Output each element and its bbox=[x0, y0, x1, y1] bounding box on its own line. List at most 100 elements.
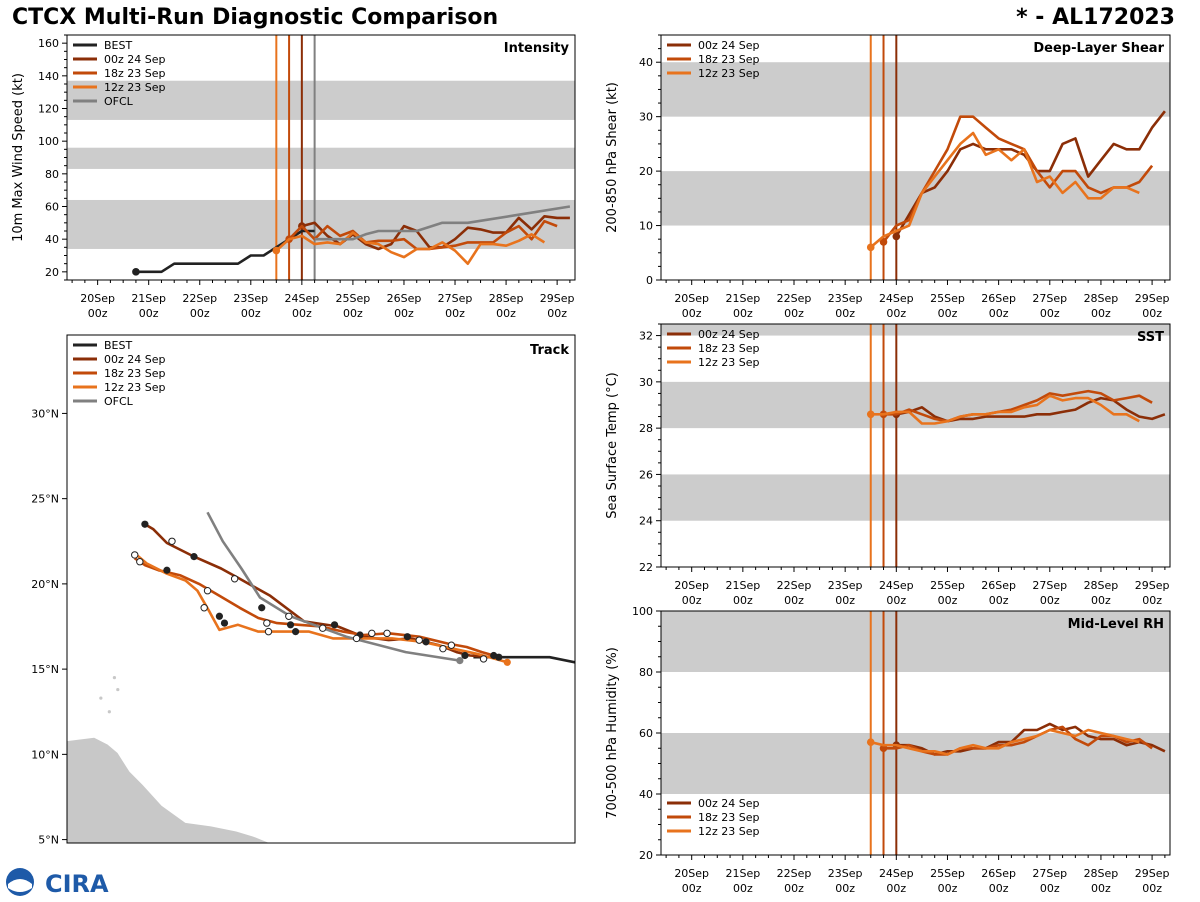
legend-label-run_00z24: 00z 24 Sep bbox=[698, 328, 760, 341]
intensity-ytick-label-40: 40 bbox=[45, 233, 59, 246]
track-point-run_00z24 bbox=[403, 633, 411, 641]
island-5 bbox=[73, 766, 78, 770]
intensity-xtick-hour-4: 00z bbox=[292, 307, 312, 320]
intensity-xtick-date-3: 23Sep bbox=[233, 292, 268, 305]
track-point-run_18z23 bbox=[163, 566, 171, 574]
shear-xtick-hour-5: 00z bbox=[938, 307, 958, 320]
sst-ytick-label-32: 32 bbox=[639, 330, 653, 343]
legend-label-run_12z23: 12z 23 Sep bbox=[698, 67, 760, 80]
rh-series-run_18z23 bbox=[883, 725, 1153, 756]
track-open-point-run_12z23 bbox=[200, 604, 208, 612]
intensity-title: Intensity bbox=[504, 41, 570, 56]
sst-xtick-date-2: 22Sep bbox=[777, 579, 812, 592]
track-open-point-run_18z23 bbox=[131, 551, 139, 559]
rh-ylabel: 700-500 hPa Humidity (%) bbox=[605, 647, 620, 819]
intensity-ylabel: 10m Max Wind Speed (kt) bbox=[11, 73, 26, 242]
sst-xtick-hour-3: 00z bbox=[835, 594, 855, 607]
rh-ytick-label-40: 40 bbox=[639, 788, 653, 801]
intensity-xtick-date-5: 25Sep bbox=[336, 292, 371, 305]
legend-label-run_00z24: 00z 24 Sep bbox=[698, 797, 760, 810]
sst-xtick-date-0: 20Sep bbox=[674, 579, 709, 592]
intensity-xtick-date-0: 20Sep bbox=[80, 292, 115, 305]
intensity-ytick-label-80: 80 bbox=[45, 168, 59, 181]
track-open-point-run_00z24 bbox=[230, 575, 239, 583]
sst-band-0 bbox=[661, 474, 1170, 521]
sst-xtick-date-5: 25Sep bbox=[930, 579, 965, 592]
island-0 bbox=[99, 696, 103, 700]
track-point-run_12z23 bbox=[503, 658, 511, 666]
shear-xtick-hour-8: 00z bbox=[1091, 307, 1111, 320]
shear-xtick-date-9: 29Sep bbox=[1135, 292, 1170, 305]
legend-label-run_18z23: 18z 23 Sep bbox=[698, 811, 760, 824]
legend-label-run_18z23: 18z 23 Sep bbox=[698, 342, 760, 355]
rh-xtick-hour-0: 00z bbox=[682, 882, 702, 895]
shear-xtick-hour-1: 00z bbox=[733, 307, 753, 320]
rh-xtick-hour-1: 00z bbox=[733, 882, 753, 895]
shear-start-point-run_18z23 bbox=[879, 238, 888, 246]
track-point-run_18z23 bbox=[422, 638, 430, 646]
sst-series-run_18z23 bbox=[883, 389, 1153, 423]
sst-ylabel: Sea Surface Temp (°C) bbox=[605, 372, 620, 519]
intensity-xtick-date-8: 28Sep bbox=[489, 292, 524, 305]
intensity-xtick-date-6: 26Sep bbox=[387, 292, 422, 305]
track-frame bbox=[66, 334, 576, 844]
shear-ytick-label-10: 10 bbox=[639, 220, 653, 233]
rh-xtick-date-5: 25Sep bbox=[930, 867, 965, 880]
lat-tick-label-20: 20°N bbox=[31, 578, 59, 591]
rh-xtick-date-3: 23Sep bbox=[828, 867, 863, 880]
shear-ytick-label-30: 30 bbox=[639, 111, 653, 124]
intensity-xtick-hour-3: 00z bbox=[241, 307, 261, 320]
sst-xtick-hour-1: 00z bbox=[733, 594, 753, 607]
rh-xtick-hour-9: 00z bbox=[1142, 882, 1162, 895]
track-open-point-run_00z24 bbox=[439, 644, 447, 653]
shear-panel: 0 10 20 30 40 20Sep 00z 21Sep 00z 22Sep 00z 23Sep 00… bbox=[605, 34, 1171, 320]
intensity-xtick-hour-1: 00z bbox=[139, 307, 159, 320]
rh-ytick-label-60: 60 bbox=[639, 727, 653, 740]
shear-xtick-hour-0: 00z bbox=[682, 307, 702, 320]
rh-xtick-hour-6: 00z bbox=[989, 882, 1009, 895]
sst-xtick-hour-6: 00z bbox=[989, 594, 1009, 607]
shear-xtick-date-5: 25Sep bbox=[930, 292, 965, 305]
track-open-point-run_12z23 bbox=[479, 655, 488, 663]
rh-ytick-label-80: 80 bbox=[639, 666, 653, 679]
legend-label-run_18z23: 18z 23 Sep bbox=[698, 53, 760, 66]
legend-label-run_12z23: 12z 23 Sep bbox=[698, 356, 760, 369]
shear-band-1 bbox=[661, 62, 1170, 117]
shear-ytick-label-0: 0 bbox=[646, 274, 653, 287]
track-open-point-run_12z23 bbox=[136, 558, 144, 566]
sst-xtick-date-6: 26Sep bbox=[981, 579, 1016, 592]
shear-ytick-label-40: 40 bbox=[639, 56, 653, 69]
intensity-ytick-label-100: 100 bbox=[38, 135, 59, 148]
island-4 bbox=[84, 747, 88, 751]
rh-xtick-date-7: 27Sep bbox=[1032, 867, 1067, 880]
rh-xtick-date-9: 29Sep bbox=[1135, 867, 1170, 880]
intensity-xtick-date-4: 24Sep bbox=[284, 292, 319, 305]
legend-label-run_00z24: 00z 24 Sep bbox=[698, 39, 760, 52]
sst-ytick-label-28: 28 bbox=[639, 422, 653, 435]
sst-xtick-hour-2: 00z bbox=[784, 594, 804, 607]
rh-band-1 bbox=[661, 611, 1170, 672]
sst-frame bbox=[660, 323, 1171, 568]
track-point-run_18z23 bbox=[286, 621, 295, 629]
legend-label-best: BEST bbox=[104, 339, 132, 352]
track-title: Track bbox=[530, 343, 569, 358]
sst-panel: 22 24 26 28 30 32 20Sep 00z 21Sep 00z 22Sep 00z 23Se… bbox=[605, 323, 1171, 607]
shear-xtick-hour-6: 00z bbox=[989, 307, 1009, 320]
rh-xtick-hour-5: 00z bbox=[938, 882, 958, 895]
shear-start-point-run_00z24 bbox=[892, 232, 901, 241]
legend-label-run_12z23: 12z 23 Sep bbox=[104, 81, 166, 94]
shear-xtick-date-0: 20Sep bbox=[674, 292, 709, 305]
rh-ytick-label-100: 100 bbox=[632, 605, 653, 618]
shear-xtick-hour-2: 00z bbox=[784, 307, 804, 320]
intensity-xtick-date-7: 27Sep bbox=[438, 292, 473, 305]
track-open-point-run_00z24 bbox=[168, 537, 176, 545]
noaa-wave-icon bbox=[8, 879, 32, 892]
sst-xtick-date-7: 27Sep bbox=[1032, 579, 1067, 592]
intensity-band-0 bbox=[67, 199, 575, 249]
rh-xtick-date-0: 20Sep bbox=[674, 867, 709, 880]
sst-xtick-hour-0: 00z bbox=[682, 594, 702, 607]
legend-label-best: BEST bbox=[104, 39, 132, 52]
land-mass bbox=[67, 736, 271, 843]
rh-plot-area bbox=[661, 611, 1170, 855]
